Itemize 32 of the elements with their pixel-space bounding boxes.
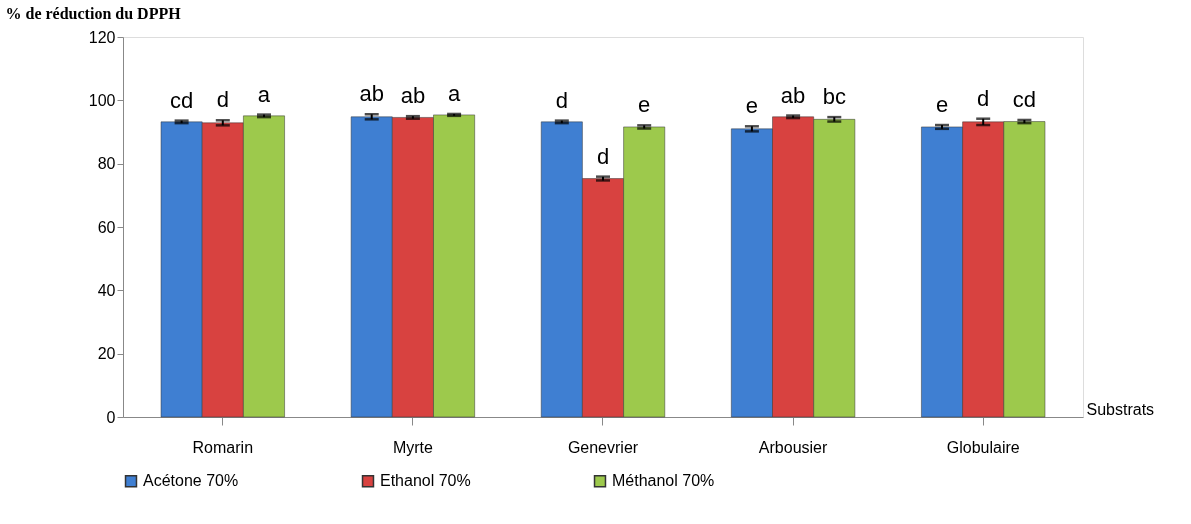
data-label: ab	[780, 82, 806, 108]
x-tick-label: Arbousier	[758, 438, 829, 456]
y-tick-label: 120	[88, 28, 116, 46]
y-tick-label: 40	[97, 281, 116, 299]
data-label: a	[447, 80, 461, 106]
data-label: d	[596, 143, 610, 169]
y-axis-title: % de réduction du DPPH	[5, 4, 182, 22]
legend-label: Méthanol 70%	[612, 472, 715, 490]
data-label: e	[745, 93, 759, 119]
y-tick-label: 0	[106, 408, 116, 426]
data-label: cd	[169, 87, 194, 113]
y-tick-label: 80	[97, 155, 116, 173]
x-tick-label: Globulaire	[946, 438, 1020, 456]
x-axis-title: Substrats	[1086, 400, 1155, 418]
legend-label: Acétone 70%	[143, 472, 239, 490]
y-tick-label: 60	[97, 218, 116, 236]
x-tick-label: Genevrier	[567, 438, 639, 456]
data-label: cd	[1012, 86, 1037, 112]
data-label: ab	[359, 81, 384, 107]
data-label: e	[935, 92, 949, 118]
y-tick-label: 20	[97, 345, 116, 363]
data-label: bc	[822, 84, 846, 110]
x-tick-label: Myrte	[392, 438, 433, 456]
y-tick-label: 100	[88, 91, 116, 109]
data-label: e	[638, 92, 651, 118]
legend-label: Ethanol 70%	[380, 472, 471, 490]
data-label: ab	[400, 83, 426, 109]
data-label: d	[216, 87, 229, 113]
data-label: d	[977, 85, 990, 111]
data-label: d	[555, 87, 568, 113]
x-tick-label: Romarin	[192, 438, 254, 456]
data-label: a	[257, 81, 271, 107]
